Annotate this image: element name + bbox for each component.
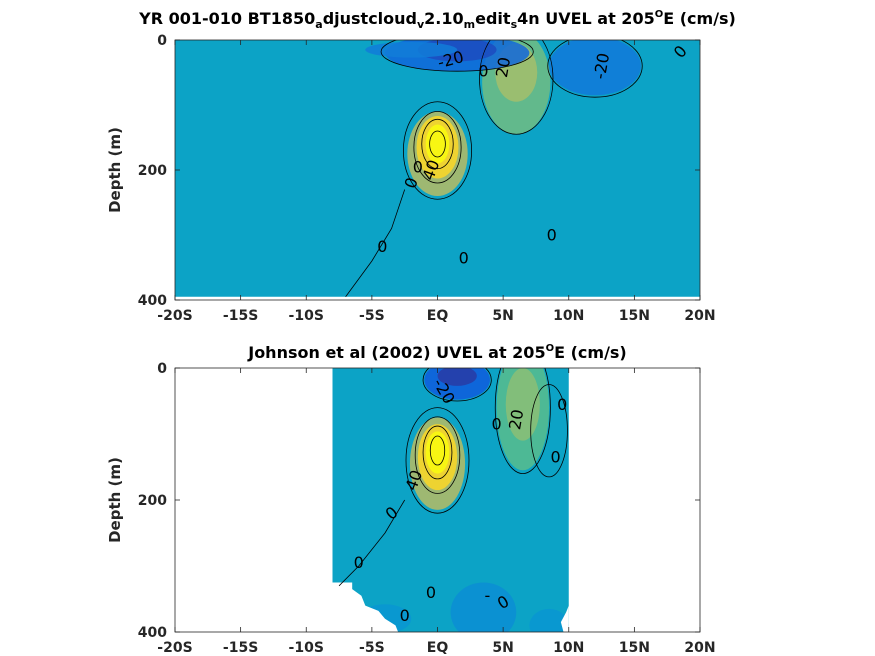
x-tick-label: 20N <box>684 308 715 324</box>
contour-label: 0 <box>557 395 567 414</box>
chart-panel-top: YR 001-010 BT1850adjustcloudv2.10medits4… <box>106 9 736 324</box>
contour-label: 0 <box>413 157 423 176</box>
y-tick-label: 400 <box>138 293 167 309</box>
y-tick-label: 200 <box>138 163 167 179</box>
contour-line <box>421 118 454 170</box>
x-tick-label: -20S <box>157 308 192 324</box>
contour-label: 0 <box>459 248 469 267</box>
x-tick-label: 10N <box>553 308 584 324</box>
x-tick-label: -15S <box>223 640 258 656</box>
contour-line <box>338 499 406 587</box>
chart-panel-bottom: Johnson et al (2002) UVEL at 205OE (cm/s… <box>106 343 716 656</box>
contour-label: 0 <box>426 583 436 602</box>
y-tick-label: 200 <box>138 493 167 509</box>
velocity-core <box>529 608 569 632</box>
contour-line <box>530 384 568 478</box>
contour-label: 0 <box>400 606 410 625</box>
contour-line <box>402 101 473 200</box>
contour-line <box>429 130 446 158</box>
velocity-core <box>437 368 477 386</box>
y-tick-label: 0 <box>157 33 167 49</box>
velocity-core <box>450 582 517 632</box>
contour-line <box>429 435 446 466</box>
contour-label: 0 <box>491 415 501 434</box>
y-axis-label: Depth (m) <box>106 457 124 543</box>
x-tick-label: 15N <box>619 308 650 324</box>
contour-line <box>380 40 534 72</box>
contour-line <box>422 425 453 480</box>
y-tick-label: 400 <box>138 625 167 641</box>
y-tick-label: 0 <box>157 361 167 377</box>
missing-data-mask <box>332 582 399 632</box>
x-tick-label: -5S <box>359 640 385 656</box>
x-tick-label: 15N <box>619 640 650 656</box>
contour-label: -20 <box>590 51 613 80</box>
chart-title: Johnson et al (2002) UVEL at 205OE (cm/s… <box>247 343 627 362</box>
contour-label: - <box>484 586 490 605</box>
x-tick-label: -10S <box>289 308 324 324</box>
velocity-core <box>365 41 458 58</box>
contour-label: 20 <box>492 56 514 79</box>
contour-label: 0 <box>551 448 561 467</box>
contour-label: 0 <box>547 226 557 245</box>
contour-line <box>494 368 551 474</box>
contour-label: 20 <box>505 408 527 431</box>
x-tick-label: -15S <box>223 308 258 324</box>
x-tick-label: 20N <box>684 640 715 656</box>
x-tick-label: -10S <box>289 640 324 656</box>
y-axis-label: Depth (m) <box>106 127 124 213</box>
velocity-core <box>425 431 450 474</box>
contour-line <box>422 368 492 402</box>
contour-line <box>345 189 406 297</box>
contour-line <box>479 40 554 135</box>
contour-label: 0 <box>354 553 364 572</box>
contour-label: 0 <box>478 62 488 81</box>
x-tick-label: -20S <box>157 640 192 656</box>
x-tick-label: 10N <box>553 640 584 656</box>
x-tick-label: 5N <box>492 308 513 324</box>
x-tick-label: EQ <box>427 640 449 656</box>
velocity-core <box>425 124 450 164</box>
missing-data-mask <box>560 605 569 632</box>
contour-line <box>405 407 470 514</box>
contour-label: 0 <box>377 237 387 256</box>
x-tick-label: EQ <box>427 308 449 324</box>
x-tick-label: 5N <box>492 640 513 656</box>
contour-line <box>547 40 643 98</box>
x-tick-label: -5S <box>359 308 385 324</box>
chart-title: YR 001-010 BT1850adjustcloudv2.10medits4… <box>138 9 736 31</box>
velocity-core <box>549 40 641 96</box>
contour-line <box>413 111 462 184</box>
contour-line <box>414 416 461 494</box>
